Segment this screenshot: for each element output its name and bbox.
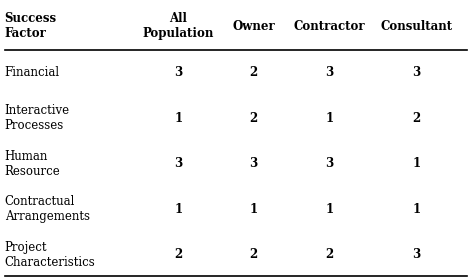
Text: 3: 3: [174, 157, 182, 170]
Text: 1: 1: [413, 203, 421, 216]
Text: Human
Resource: Human Resource: [5, 150, 60, 178]
Text: 1: 1: [174, 112, 182, 125]
Text: 2: 2: [250, 112, 258, 125]
Text: 3: 3: [413, 66, 421, 79]
Text: 1: 1: [174, 203, 182, 216]
Text: 2: 2: [325, 248, 333, 261]
Text: 3: 3: [413, 248, 421, 261]
Text: All
Population: All Population: [143, 12, 214, 40]
Text: 1: 1: [413, 157, 421, 170]
Text: 1: 1: [325, 203, 333, 216]
Text: 2: 2: [174, 248, 182, 261]
Text: Interactive
Processes: Interactive Processes: [5, 104, 70, 132]
Text: 2: 2: [250, 248, 258, 261]
Text: 3: 3: [250, 157, 258, 170]
Text: 3: 3: [325, 157, 333, 170]
Text: 1: 1: [325, 112, 333, 125]
Text: Success
Factor: Success Factor: [5, 12, 57, 40]
Text: Contractor: Contractor: [294, 19, 365, 33]
Text: Consultant: Consultant: [380, 19, 453, 33]
Text: 1: 1: [250, 203, 258, 216]
Text: Owner: Owner: [232, 19, 275, 33]
Text: 3: 3: [325, 66, 333, 79]
Text: 2: 2: [413, 112, 421, 125]
Text: 3: 3: [174, 66, 182, 79]
Text: Project
Characteristics: Project Characteristics: [5, 241, 95, 269]
Text: Contractual
Arrangements: Contractual Arrangements: [5, 195, 90, 223]
Text: Financial: Financial: [5, 66, 60, 79]
Text: 2: 2: [250, 66, 258, 79]
